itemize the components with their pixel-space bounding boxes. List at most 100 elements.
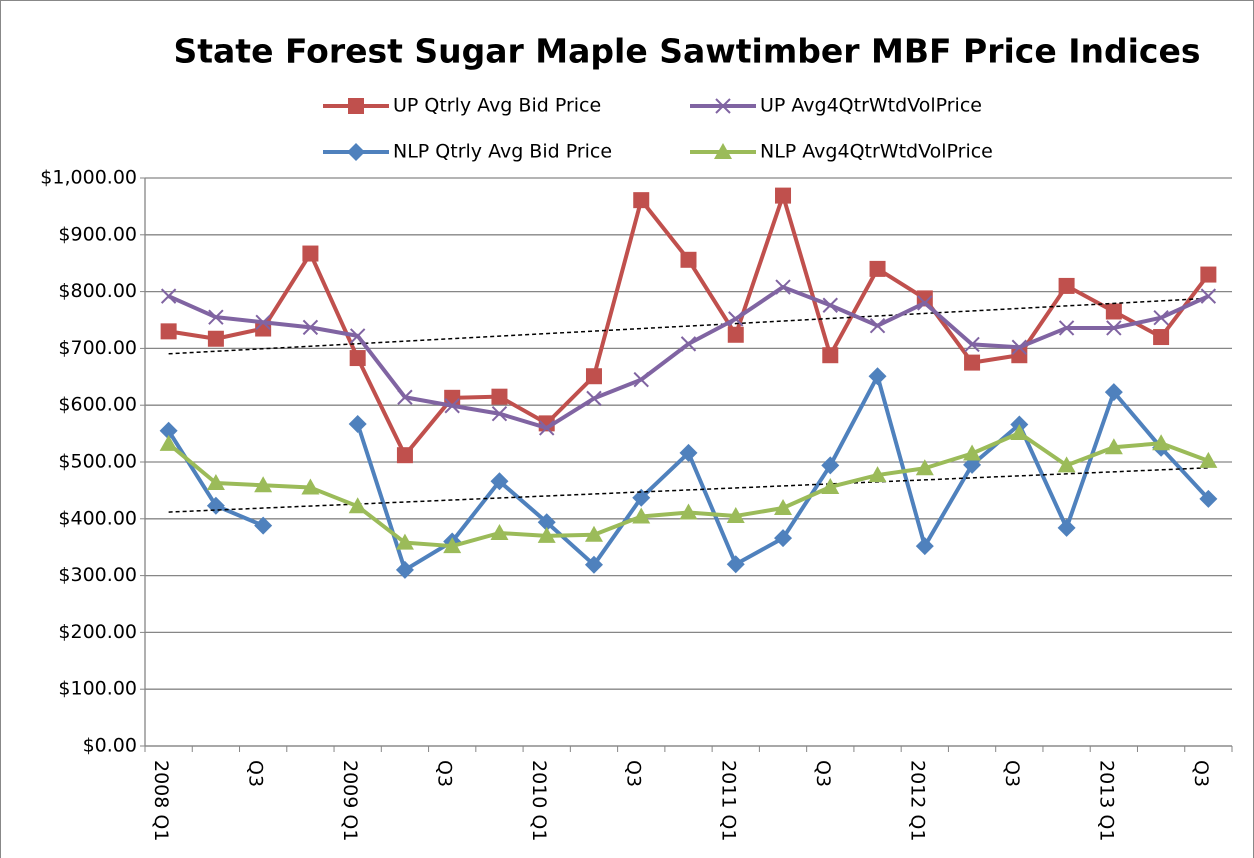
- y-tick-label: $800.00: [58, 280, 137, 302]
- y-tick-label: $200.00: [58, 621, 137, 643]
- marker: [1104, 383, 1123, 402]
- y-tick-label: $300.00: [58, 564, 137, 586]
- marker: [679, 443, 698, 462]
- x-tick-label: 2008 Q1: [150, 760, 172, 841]
- marker: [160, 288, 177, 304]
- marker: [774, 499, 793, 516]
- marker: [302, 245, 319, 262]
- marker: [349, 350, 366, 367]
- marker: [301, 478, 320, 495]
- marker: [726, 506, 745, 523]
- y-tick-label: $0.00: [83, 735, 137, 757]
- marker: [490, 524, 509, 540]
- legend-label: NLP Avg4QtrWtdVolPrice: [760, 141, 993, 163]
- marker: [1011, 339, 1028, 355]
- marker: [443, 537, 462, 554]
- legend-label: UP Qtrly Avg Bid Price: [393, 95, 601, 117]
- marker: [444, 398, 460, 414]
- marker: [396, 447, 413, 464]
- marker: [775, 187, 792, 204]
- y-tick-label: $700.00: [58, 337, 137, 359]
- trendline: [168, 297, 1209, 355]
- marker: [915, 459, 934, 476]
- x-tick-label: Q3: [434, 760, 456, 787]
- marker: [727, 326, 744, 343]
- marker: [868, 466, 887, 483]
- marker: [1010, 424, 1029, 441]
- x-tick-label: 2012 Q1: [906, 760, 928, 841]
- marker: [916, 290, 933, 307]
- marker: [963, 444, 982, 461]
- marker: [395, 560, 414, 579]
- marker: [679, 503, 698, 520]
- marker: [349, 328, 366, 344]
- y-tick-label: $1,000.00: [40, 167, 137, 189]
- marker: [822, 297, 838, 313]
- marker: [395, 533, 414, 550]
- marker: [821, 456, 840, 475]
- marker: [1058, 320, 1075, 336]
- y-tick-label: $900.00: [58, 223, 137, 245]
- marker: [537, 526, 556, 543]
- marker: [774, 529, 793, 548]
- marker: [255, 314, 271, 330]
- chart-title: State Forest Sugar Maple Sawtimber MBF P…: [174, 32, 1201, 71]
- y-tick-label: $400.00: [58, 507, 137, 529]
- marker: [206, 496, 225, 515]
- marker: [490, 472, 509, 491]
- x-tick-label: Q3: [623, 760, 645, 787]
- marker: [159, 434, 178, 451]
- marker: [1153, 310, 1169, 326]
- legend-label: UP Avg4QtrWtdVolPrice: [760, 95, 982, 117]
- trendline: [168, 467, 1209, 513]
- marker: [208, 309, 224, 325]
- marker: [822, 347, 839, 364]
- marker: [869, 317, 886, 334]
- marker: [1057, 518, 1076, 537]
- marker: [680, 251, 697, 268]
- x-tick-label: Q3: [245, 760, 267, 787]
- marker: [1104, 438, 1123, 455]
- marker: [868, 367, 887, 386]
- marker: [917, 295, 933, 311]
- marker: [714, 143, 732, 159]
- x-tick-label: Q3: [812, 760, 834, 787]
- marker: [1058, 277, 1075, 294]
- marker: [1200, 266, 1217, 283]
- marker: [1200, 288, 1217, 304]
- marker: [633, 192, 650, 209]
- marker: [348, 98, 364, 114]
- marker: [680, 336, 697, 352]
- marker: [1152, 434, 1171, 451]
- marker: [348, 497, 367, 514]
- marker: [915, 537, 934, 556]
- marker: [347, 143, 365, 161]
- marker: [1199, 489, 1218, 508]
- marker: [302, 319, 319, 336]
- marker: [584, 525, 603, 542]
- marker: [715, 98, 731, 114]
- marker: [207, 330, 224, 347]
- x-tick-label: Q3: [1001, 760, 1023, 787]
- marker: [491, 406, 508, 422]
- marker: [397, 389, 413, 405]
- marker: [585, 368, 602, 385]
- marker: [491, 388, 508, 405]
- marker: [1105, 303, 1122, 320]
- y-tick-label: $100.00: [58, 678, 137, 700]
- marker: [539, 420, 555, 436]
- marker: [728, 311, 744, 327]
- x-tick-label: 2011 Q1: [717, 760, 739, 841]
- marker: [1153, 329, 1170, 346]
- marker: [254, 476, 273, 493]
- marker: [964, 336, 980, 353]
- x-tick-label: 2010 Q1: [528, 760, 550, 841]
- marker: [775, 279, 791, 295]
- marker: [1106, 320, 1122, 336]
- y-tick-label: $600.00: [58, 394, 137, 416]
- legend-label: NLP Qtrly Avg Bid Price: [393, 141, 612, 163]
- marker: [348, 414, 367, 433]
- y-tick-label: $500.00: [58, 451, 137, 473]
